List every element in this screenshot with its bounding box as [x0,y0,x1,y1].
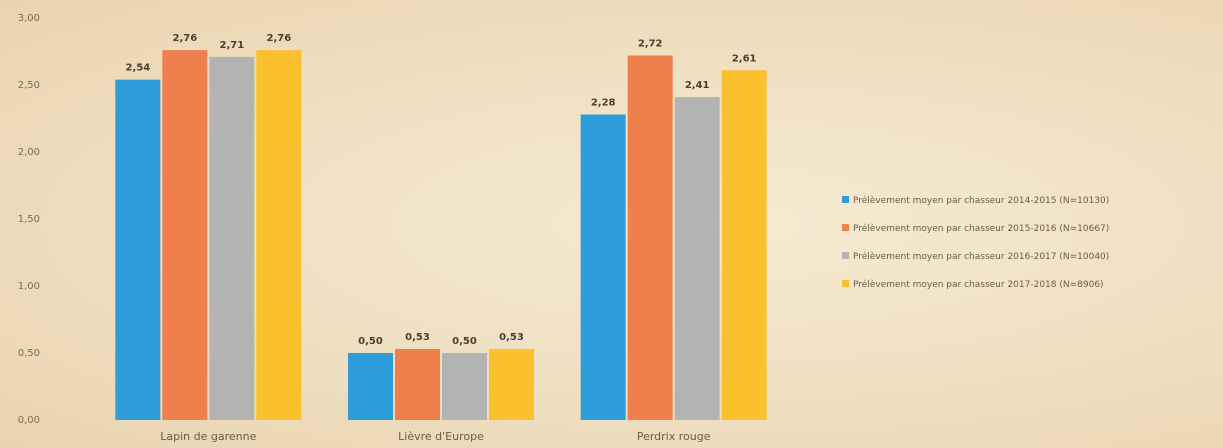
y-tick-label: 2,00 [18,147,40,158]
legend-swatch [842,196,849,203]
bar [395,348,440,420]
x-axis: Lapin de garenne Lièvre d'Europe Perdrix r… [160,430,710,443]
bar [115,79,161,420]
y-tick-label: 0,50 [18,348,40,359]
legend-swatch [842,280,849,287]
data-label: 2,71 [219,40,244,51]
data-label: 0,50 [452,336,477,347]
data-labels-group: 2,54 2,76 2,71 2,76 0,50 0,53 0,50 0,53 2,28 2,72… [125,33,756,347]
bar [627,55,673,421]
bar [162,50,208,420]
bar [489,348,534,420]
bar [674,97,720,420]
data-label: 0,53 [499,332,524,343]
bar [580,114,626,420]
bars-group [115,50,767,421]
data-label: 2,76 [172,33,197,44]
data-label: 2,72 [638,39,663,50]
y-tick-label: 0,00 [18,415,40,426]
x-category-label: Lapin de garenne [160,430,256,443]
legend-swatch [842,252,849,259]
y-tick-label: 2,50 [18,80,40,91]
y-tick-label: 1,00 [18,281,40,292]
legend-entry-label: Prélèvement moyen par chasseur 2014-2015… [853,195,1109,206]
legend-entry-label: Prélèvement moyen par chasseur 2016-2017… [853,251,1109,262]
y-tick-label: 1,50 [18,214,40,225]
data-label: 2,54 [125,63,150,74]
bar [348,353,393,420]
bar [209,56,255,421]
x-category-label: Lièvre d'Europe [398,430,484,443]
bar [442,353,487,420]
bar [721,70,767,420]
data-label: 2,61 [732,53,757,64]
legend-entry-label: Prélèvement moyen par chasseur 2017-2018… [853,279,1104,290]
data-label: 0,53 [405,332,430,343]
y-tick-label: 3,00 [18,13,40,24]
legend-swatch [842,224,849,231]
legend-entry-label: Prélèvement moyen par chasseur 2015-2016… [853,223,1109,234]
data-label: 0,50 [358,336,383,347]
x-category-label: Perdrix rouge [637,430,711,443]
y-axis: 0,00 0,50 1,00 1,50 2,00 2,50 3,00 [18,13,40,426]
data-label: 2,41 [685,80,710,91]
data-label: 2,28 [591,97,616,108]
data-label: 2,76 [266,33,291,44]
bar [256,50,302,420]
legend: Prélèvement moyen par chasseur 2014-2015… [842,195,1109,290]
